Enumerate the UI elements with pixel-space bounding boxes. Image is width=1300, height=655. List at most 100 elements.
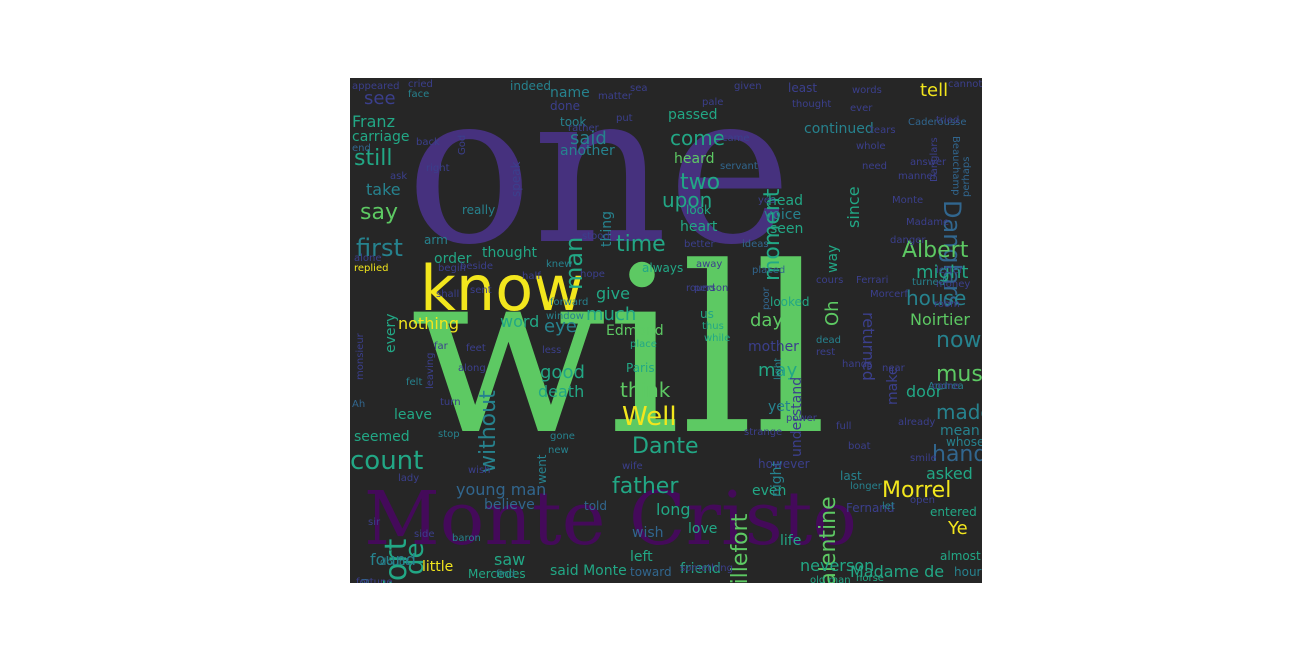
word-something: something bbox=[680, 563, 733, 574]
word-give: give bbox=[596, 284, 630, 303]
word-along: along bbox=[458, 363, 486, 374]
word-alone: alone bbox=[354, 253, 382, 264]
word-sir: sir bbox=[368, 517, 381, 528]
word-full: full bbox=[836, 421, 852, 432]
word-least: least bbox=[788, 81, 818, 95]
word-house: house bbox=[906, 286, 967, 310]
word-upon: upon bbox=[662, 188, 713, 212]
word-near: near bbox=[882, 363, 905, 374]
word-god: God bbox=[457, 134, 468, 155]
word-look: look bbox=[686, 203, 711, 217]
word-word: word bbox=[500, 312, 540, 331]
word-hands: hands bbox=[842, 359, 873, 370]
word-entered: entered bbox=[930, 505, 977, 519]
word-ye: Ye bbox=[948, 518, 968, 539]
word-thus: thus bbox=[702, 321, 724, 332]
word-turn: turn bbox=[440, 397, 461, 408]
word-see: see bbox=[364, 88, 396, 109]
word-made: made bbox=[936, 400, 982, 424]
word-sea: sea bbox=[630, 83, 648, 94]
word-count: count bbox=[350, 446, 424, 476]
word-yes: yes bbox=[758, 195, 776, 206]
word-ah: Ah bbox=[352, 399, 366, 410]
word-continued: continued bbox=[804, 121, 874, 137]
word-hour: hour bbox=[954, 565, 982, 579]
word-ask: ask bbox=[390, 171, 408, 182]
word-answer: answer bbox=[910, 157, 947, 168]
word-cried: cried bbox=[408, 79, 433, 90]
word-know: know bbox=[420, 252, 584, 325]
word-boat: boat bbox=[848, 441, 871, 452]
word-hope: hope bbox=[580, 269, 605, 280]
word-doubt: doubt bbox=[380, 557, 410, 568]
word-lady: lady bbox=[398, 473, 420, 484]
word-still: still bbox=[354, 146, 393, 171]
word-ferrari: Ferrari bbox=[856, 275, 889, 286]
word-window: window bbox=[546, 311, 584, 322]
word-father: father bbox=[612, 474, 679, 499]
word-speak: speak bbox=[509, 161, 523, 197]
word-name: name bbox=[550, 85, 590, 101]
word-think: think bbox=[620, 378, 671, 402]
word-death: death bbox=[538, 382, 585, 401]
word-almost: almost bbox=[940, 549, 981, 563]
word-horse: horse bbox=[856, 573, 884, 584]
word-asked: asked bbox=[926, 464, 973, 483]
word-poor: poor bbox=[761, 287, 772, 310]
word-back: back bbox=[416, 137, 440, 148]
word-done: done bbox=[550, 99, 580, 113]
word-let: let bbox=[882, 501, 895, 512]
word-well: Well bbox=[622, 402, 677, 432]
word-monte-small: Monte bbox=[892, 195, 924, 206]
word-little: little bbox=[422, 559, 454, 575]
word-door: door bbox=[906, 382, 943, 401]
word-thought-small: thought bbox=[792, 99, 832, 110]
word-head: head bbox=[768, 193, 803, 209]
word-beside: beside bbox=[460, 261, 493, 272]
word-monte-cristo: Monte Cristo bbox=[364, 476, 857, 562]
word-pale: pale bbox=[702, 97, 724, 108]
word-believe: believe bbox=[484, 497, 535, 513]
word-wish: wish bbox=[632, 525, 664, 541]
word-half: half bbox=[522, 271, 541, 282]
word-long: long bbox=[656, 500, 691, 519]
word-toward: toward bbox=[630, 565, 672, 579]
word-leave: leave bbox=[394, 407, 432, 423]
word-stran: strange bbox=[744, 427, 783, 438]
word-young-man: young man bbox=[456, 480, 547, 499]
word-now: now bbox=[936, 328, 982, 353]
word-put: put bbox=[616, 113, 633, 124]
word-rest: rest bbox=[816, 347, 836, 358]
word-might: might bbox=[916, 262, 969, 283]
word-come-small: come bbox=[932, 381, 960, 392]
word-cours: cours bbox=[816, 275, 844, 286]
word-room: room bbox=[934, 299, 960, 310]
word-took: took bbox=[560, 115, 587, 129]
word-hand: hand bbox=[932, 442, 982, 467]
word-passed: passed bbox=[668, 107, 718, 123]
word-never: never bbox=[800, 556, 846, 575]
word-knew: knew bbox=[546, 259, 573, 270]
word-mother: mother bbox=[748, 339, 799, 355]
word-told: told bbox=[584, 499, 607, 513]
word-another: another bbox=[560, 143, 615, 159]
word-leaving: leaving bbox=[425, 352, 436, 389]
word-begin: begin bbox=[438, 263, 466, 274]
word-two: two bbox=[680, 170, 721, 195]
word-seemed: seemed bbox=[354, 429, 410, 445]
word-paris: Paris bbox=[626, 361, 655, 375]
word-way: way bbox=[825, 244, 841, 274]
word-wife: wife bbox=[622, 461, 643, 472]
word-indeed: indeed bbox=[510, 79, 551, 93]
word-may: may bbox=[758, 360, 798, 381]
word-beauchamp: Beauchamp bbox=[950, 136, 961, 196]
word-already: already bbox=[898, 417, 936, 428]
word-need: need bbox=[862, 161, 887, 172]
word-appeared: appeared bbox=[352, 81, 400, 92]
word-manner: manner bbox=[898, 171, 937, 182]
word-side: side bbox=[414, 529, 435, 540]
word-person: person bbox=[694, 283, 729, 294]
word-saw: saw bbox=[494, 550, 526, 569]
word-power: power bbox=[786, 413, 817, 424]
word-us: us bbox=[700, 307, 714, 321]
